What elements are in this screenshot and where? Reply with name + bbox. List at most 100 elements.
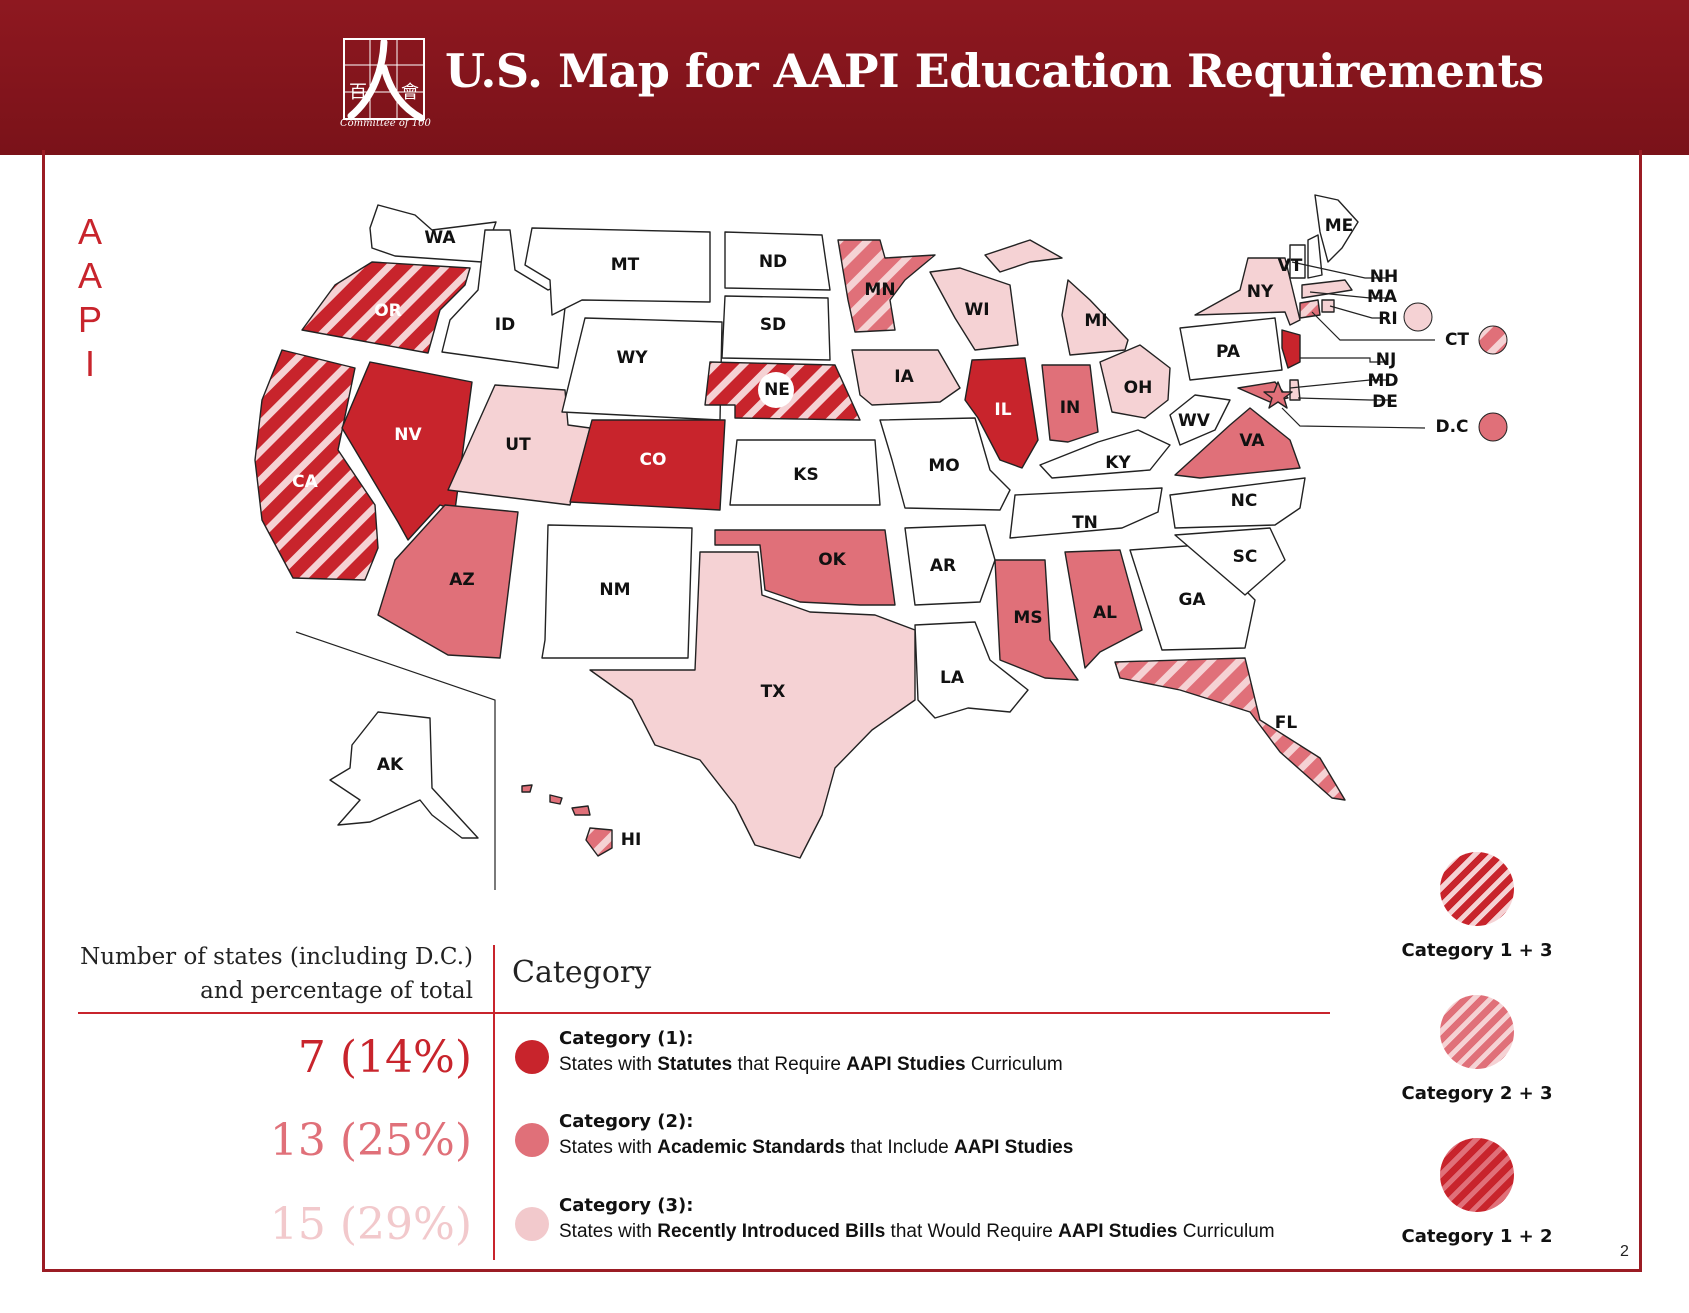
state-me[interactable] [1314, 194, 1359, 263]
state-dc-star[interactable] [1263, 381, 1293, 409]
state-sc[interactable] [1174, 527, 1286, 596]
state-label-co: CO [640, 450, 667, 470]
logo-caption: Committee of 100 [340, 118, 431, 129]
state-va[interactable] [1174, 407, 1301, 479]
state-nc[interactable] [1169, 477, 1306, 529]
combo-legend-swatch [1440, 995, 1514, 1069]
state-label-hi: HI [621, 830, 642, 850]
state-label-mt: MT [611, 255, 640, 275]
combo-legend-label: Category 1 + 3 [1401, 940, 1553, 961]
state-label-nj: NJ [1376, 350, 1397, 370]
state-label-ms: MS [1013, 608, 1042, 628]
state-mt[interactable] [524, 227, 711, 316]
state-nd[interactable] [724, 231, 831, 291]
state-label-ca: CA [292, 472, 318, 492]
state-hi-oahu[interactable] [549, 794, 563, 805]
state-sd[interactable] [721, 295, 831, 361]
state-ak[interactable] [329, 711, 479, 839]
state-wi[interactable] [929, 267, 1019, 351]
state-ny[interactable] [1194, 257, 1301, 326]
state-label-ut: UT [505, 435, 531, 455]
count-header-line1: Number of states (including D.C.) [80, 944, 473, 970]
state-ky[interactable] [1039, 429, 1171, 479]
state-ia[interactable] [851, 349, 961, 406]
state-label-sc: SC [1233, 547, 1258, 567]
state-mi[interactable] [1061, 279, 1129, 356]
state-label-va: VA [1239, 431, 1265, 451]
state-nh[interactable] [1307, 234, 1323, 279]
state-nm[interactable] [541, 524, 693, 659]
state-label-wy: WY [616, 348, 648, 368]
state-label-or: OR [374, 301, 402, 321]
state-label-tx: TX [761, 682, 786, 702]
state-label-wa: WA [424, 228, 456, 248]
state-il[interactable] [964, 357, 1039, 469]
state-nj[interactable] [1281, 329, 1301, 369]
category-description: States with Academic Standards that Incl… [559, 1137, 1074, 1158]
state-label-ma: MA [1367, 287, 1398, 307]
state-co[interactable] [569, 419, 726, 511]
state-oh[interactable] [1099, 344, 1171, 419]
category-count: 13 (25%) [269, 1115, 472, 1166]
state-ri[interactable] [1321, 299, 1335, 313]
state-la[interactable] [914, 621, 1029, 719]
state-tx[interactable] [589, 551, 916, 859]
state-az[interactable] [377, 504, 519, 659]
combo-legend-label: Category 2 + 3 [1401, 1083, 1553, 1104]
side-letter: I [84, 343, 95, 384]
category-color-dot [515, 1123, 549, 1157]
category-count: 7 (14%) [297, 1032, 472, 1083]
state-hi-maui[interactable] [571, 805, 591, 816]
state-mo[interactable] [879, 417, 1011, 511]
state-hi-kauai[interactable] [521, 784, 533, 793]
ri-callout-circle [1403, 302, 1433, 332]
state-label-mi: MI [1084, 311, 1107, 331]
state-or[interactable] [301, 261, 471, 354]
state-mi-up[interactable] [984, 239, 1063, 273]
state-ar[interactable] [904, 524, 996, 606]
state-pa[interactable] [1179, 317, 1283, 381]
state-label-nd: ND [759, 252, 787, 272]
table-divider-horizontal [78, 1012, 1330, 1014]
state-al[interactable] [1064, 549, 1143, 669]
state-label-ks: KS [793, 465, 818, 485]
state-hi-big[interactable] [585, 827, 613, 857]
ct-callout-circle [1478, 325, 1508, 355]
state-vt[interactable] [1289, 244, 1306, 279]
state-ct[interactable] [1299, 299, 1321, 319]
state-nv[interactable] [341, 361, 473, 541]
state-label-md: MD [1367, 371, 1398, 391]
map-divider-lines [295, 261, 1435, 890]
state-de[interactable] [1289, 379, 1301, 401]
state-label-oh: OH [1124, 378, 1153, 398]
state-tn[interactable] [1009, 487, 1163, 539]
state-ms[interactable] [994, 559, 1079, 681]
state-mn[interactable] [837, 239, 936, 333]
state-label-nm: NM [599, 580, 630, 600]
state-id[interactable] [441, 229, 569, 369]
state-label-ar: AR [930, 556, 956, 576]
state-in[interactable] [1041, 364, 1099, 443]
state-fl[interactable] [1114, 657, 1346, 801]
state-label-la: LA [940, 668, 965, 688]
combo-legend-swatch [1440, 852, 1514, 926]
category-title: Category (3): [559, 1195, 694, 1216]
state-label-ak: AK [377, 755, 404, 775]
state-label-al: AL [1093, 603, 1117, 623]
count-header-line2: and percentage of total [200, 978, 473, 1004]
category-count: 15 (29%) [269, 1199, 472, 1250]
combo-legend-swatch [1440, 1138, 1514, 1212]
state-wv[interactable] [1169, 394, 1231, 446]
state-label-nv: NV [394, 425, 422, 445]
state-wy[interactable] [561, 317, 723, 421]
aapi-vertical-label: A A P I [75, 210, 105, 386]
committee-of-100-logo: 百 會 [343, 38, 425, 122]
state-label-in: IN [1060, 398, 1081, 418]
state-ks[interactable] [729, 439, 881, 506]
state-ok[interactable] [714, 529, 896, 606]
state-ma[interactable] [1301, 279, 1353, 299]
state-ca[interactable] [254, 349, 379, 581]
side-letter: A [77, 211, 102, 252]
state-label-ri: RI [1378, 309, 1397, 329]
category-color-dot [515, 1207, 549, 1241]
